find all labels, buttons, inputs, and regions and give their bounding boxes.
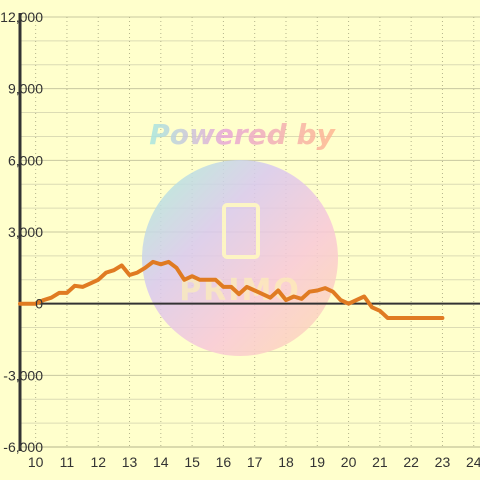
x-tick-label: 24 (466, 454, 480, 470)
watermark-logo-icon (222, 203, 260, 259)
y-tick-label: 0 (35, 296, 43, 312)
tick-labels: -6,000 -3,000 0 3,000 6,000 9,000 12,000 10 11 12… (0, 9, 480, 470)
series-layer (18, 259, 445, 320)
x-tick-label: 13 (122, 454, 138, 470)
y-tick-label: 12,000 (0, 9, 43, 25)
x-tick-label: 10 (28, 454, 44, 470)
x-tick-label: 18 (278, 454, 294, 470)
x-tick-label: 15 (184, 454, 200, 470)
x-tick-label: 19 (309, 454, 325, 470)
x-tick-label: 14 (153, 454, 169, 470)
x-tick-label: 20 (341, 454, 357, 470)
axes (18, 13, 480, 451)
y-tick-label: -6,000 (3, 439, 43, 455)
y-tick-label: 3,000 (8, 224, 43, 240)
x-tick-label: 17 (247, 454, 263, 470)
series-line (18, 259, 445, 320)
x-tick-label: 22 (403, 454, 419, 470)
watermark-powered-by: Powered by (149, 118, 336, 151)
x-tick-label: 11 (60, 454, 75, 470)
x-tick-label: 23 (435, 454, 451, 470)
y-tick-label: 6,000 (8, 152, 43, 168)
y-tick-label: -3,000 (3, 367, 43, 383)
x-tick-label: 21 (372, 454, 388, 470)
x-tick-label: 16 (216, 454, 232, 470)
y-tick-label: 9,000 (8, 81, 43, 97)
x-tick-label: 12 (90, 454, 106, 470)
